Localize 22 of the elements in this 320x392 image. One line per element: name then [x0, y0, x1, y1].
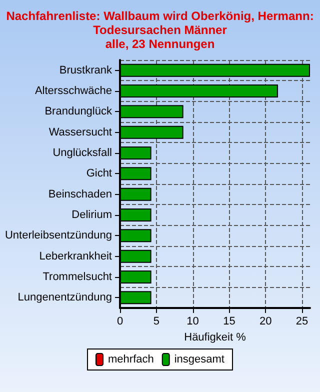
x-tick-label: 25 — [296, 316, 308, 328]
x-tick-label: 20 — [259, 316, 272, 328]
x-tick-label: 10 — [186, 316, 199, 328]
legend-label: mehrfach — [108, 354, 154, 366]
y-tick-label: Wassersucht — [48, 126, 112, 138]
legend-label: insgesamt — [174, 354, 224, 366]
x-tick-label: 15 — [223, 316, 236, 328]
x-tick-label: 0 — [116, 316, 124, 328]
x-axis-title: Häufigkeit % — [184, 331, 246, 344]
y-tick-label: Unterleibsentzündung — [4, 230, 112, 242]
chart-title: Nachfahrenliste: Wallbaum wird Oberkönig, Hermann: Todesursachen Männer alle, 23 Nennungen — [6, 9, 314, 51]
x-tick-label: 5 — [153, 316, 160, 328]
y-tick-label: Brandunglück — [44, 106, 112, 118]
y-tick-label: Trommelsucht — [42, 271, 112, 283]
y-tick-label: Unglücksfall — [52, 147, 112, 159]
y-tick-label: Delirium — [72, 209, 112, 221]
y-tick-label: Leberkrankheit — [39, 250, 112, 262]
y-tick-label: Altersschwäche — [34, 85, 112, 97]
y-tick-label: Gicht — [86, 168, 112, 180]
y-tick-label: Brustkrank — [59, 64, 112, 76]
y-tick-label: Lungenentzündung — [18, 292, 112, 304]
y-tick-label: Beinschaden — [48, 188, 112, 200]
